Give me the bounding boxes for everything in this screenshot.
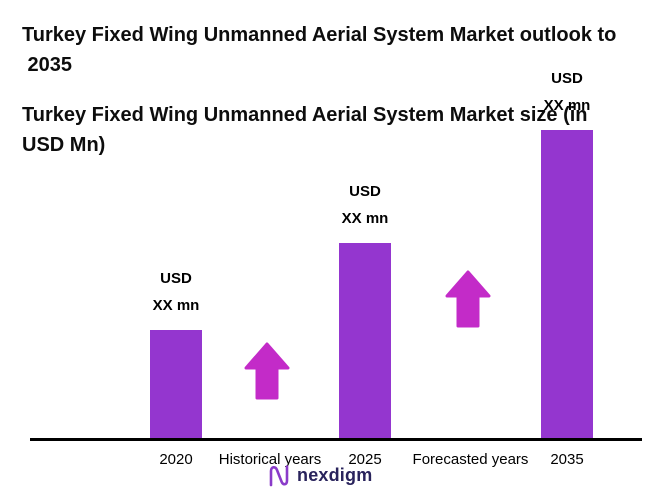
bar-2025 [339,243,391,438]
x-axis-label-2020: 2020 [159,451,193,468]
bar-value-currency: USD [160,269,192,287]
growth-arrow-forecast [445,270,491,333]
x-axis-label-2025: 2025 [348,451,382,468]
bar-2035 [541,130,593,438]
up-arrow-outline [244,342,290,400]
x-axis-label-forecasted-years: Forecasted years [412,451,529,468]
bar-value-currency: USD [551,69,583,87]
bar-group-2035: USD XX mn [517,65,617,438]
nexdigm-wave-icon [269,465,289,487]
nexdigm-logo: nexdigm [266,461,372,489]
bar-2020 [150,330,202,438]
nexdigm-wave-path [269,465,289,487]
x-axis-line [30,438,642,441]
bar-value-label-2035: USD XX mn [544,65,591,121]
bar-value-amount: XX mn [152,297,200,315]
bar-value-label-2020: USD XX mn [153,265,200,321]
bar-value-amount: XX mn [341,210,389,228]
x-axis-label-historical-years: Historical years [218,451,322,468]
bar-value-amount: XX mn [543,97,591,115]
up-arrow-icon [445,270,491,328]
bar-value-currency: USD [349,182,381,200]
up-arrow-icon [244,342,290,400]
x-axis-label-2035: 2035 [550,451,584,468]
nexdigm-wordmark: nexdigm [297,464,373,485]
up-arrow-shape [447,272,489,326]
page-title: Turkey Fixed Wing Unmanned Aerial System… [22,24,617,76]
bar-group-2025: USD XX mn [315,178,415,438]
up-arrow-outline [445,270,491,328]
bar-value-label-2025: USD XX mn [342,178,389,234]
up-arrow-shape [246,344,288,398]
growth-arrow-historical [244,342,290,405]
bar-group-2020: USD XX mn [126,265,226,438]
chart-title: Turkey Fixed Wing Unmanned Aerial System… [22,104,588,156]
